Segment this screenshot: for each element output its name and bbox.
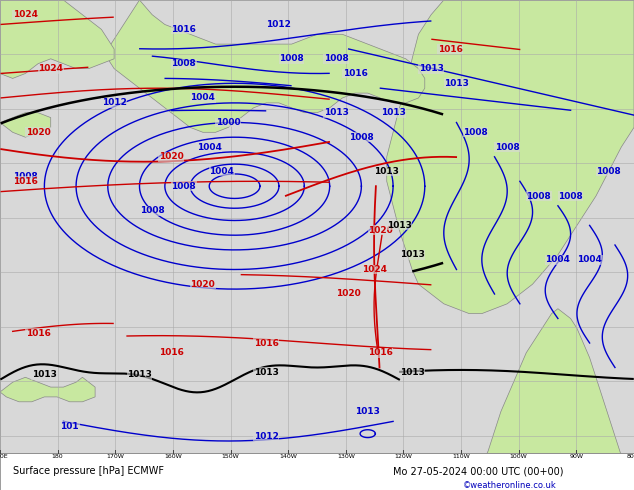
Text: 1013: 1013	[32, 370, 57, 379]
Bar	[0, 453, 634, 490]
Text: 170E: 170E	[0, 454, 8, 459]
Text: 1008: 1008	[13, 172, 38, 181]
Text: 1020: 1020	[190, 280, 216, 289]
Text: 1020: 1020	[25, 128, 51, 137]
Text: 1020: 1020	[158, 152, 184, 161]
Text: 1016: 1016	[437, 45, 463, 53]
Text: 1024: 1024	[361, 265, 387, 274]
Text: 1008: 1008	[279, 54, 304, 63]
Text: 1013: 1013	[399, 368, 425, 377]
Text: 1013: 1013	[374, 167, 399, 176]
Text: 170W: 170W	[107, 454, 124, 459]
Text: 1013: 1013	[444, 79, 469, 88]
Text: 1013: 1013	[355, 407, 380, 416]
Text: 1016: 1016	[368, 348, 393, 357]
Text: 1004: 1004	[545, 255, 571, 264]
Text: 1008: 1008	[558, 192, 583, 200]
Text: 160W: 160W	[164, 454, 182, 459]
Text: 1013: 1013	[254, 368, 279, 377]
Text: 1004: 1004	[197, 143, 222, 151]
Text: 120W: 120W	[394, 454, 412, 459]
Text: 1013: 1013	[380, 108, 406, 117]
Text: 80W: 80W	[627, 454, 634, 459]
Text: 101: 101	[60, 422, 79, 431]
Text: 1020: 1020	[368, 226, 393, 235]
Text: 1000: 1000	[216, 118, 240, 127]
Text: 1004: 1004	[190, 94, 216, 102]
Text: 1013: 1013	[418, 64, 444, 73]
Text: ©weatheronline.co.uk: ©weatheronline.co.uk	[463, 481, 557, 490]
Text: 1008: 1008	[463, 128, 488, 137]
Text: 180: 180	[52, 454, 63, 459]
Text: 1004: 1004	[209, 167, 235, 176]
Text: 1016: 1016	[254, 339, 279, 347]
Text: 1008: 1008	[596, 167, 621, 176]
Text: 1008: 1008	[323, 54, 349, 63]
Text: 1008: 1008	[495, 143, 520, 151]
Text: 1013: 1013	[323, 108, 349, 117]
Text: 1013: 1013	[387, 221, 412, 230]
Text: 1008: 1008	[171, 182, 197, 191]
Text: 1008: 1008	[349, 133, 374, 142]
Text: 1016: 1016	[171, 25, 197, 34]
Text: 1012: 1012	[101, 98, 127, 107]
Text: 1020: 1020	[336, 290, 361, 298]
Text: 1016: 1016	[13, 177, 38, 186]
Text: 1008: 1008	[139, 206, 165, 215]
Text: 1008: 1008	[526, 192, 552, 200]
Text: Surface pressure [hPa] ECMWF: Surface pressure [hPa] ECMWF	[13, 466, 164, 476]
Text: 150W: 150W	[222, 454, 240, 459]
Text: 110W: 110W	[452, 454, 470, 459]
Text: 130W: 130W	[337, 454, 354, 459]
Text: 100W: 100W	[510, 454, 527, 459]
Text: 90W: 90W	[569, 454, 583, 459]
Text: 1008: 1008	[171, 59, 197, 68]
Text: 1004: 1004	[577, 255, 602, 264]
Text: 1012: 1012	[266, 20, 292, 29]
Text: 1024: 1024	[38, 64, 63, 73]
Text: 1016: 1016	[25, 329, 51, 338]
Text: 1016: 1016	[342, 69, 368, 78]
Text: 1013: 1013	[399, 250, 425, 259]
Text: 1024: 1024	[13, 10, 38, 19]
Text: 1016: 1016	[158, 348, 184, 357]
Text: 140W: 140W	[279, 454, 297, 459]
Text: 1013: 1013	[127, 370, 152, 379]
Text: Mo 27-05-2024 00:00 UTC (00+00): Mo 27-05-2024 00:00 UTC (00+00)	[393, 466, 564, 476]
Text: 1012: 1012	[254, 432, 279, 441]
